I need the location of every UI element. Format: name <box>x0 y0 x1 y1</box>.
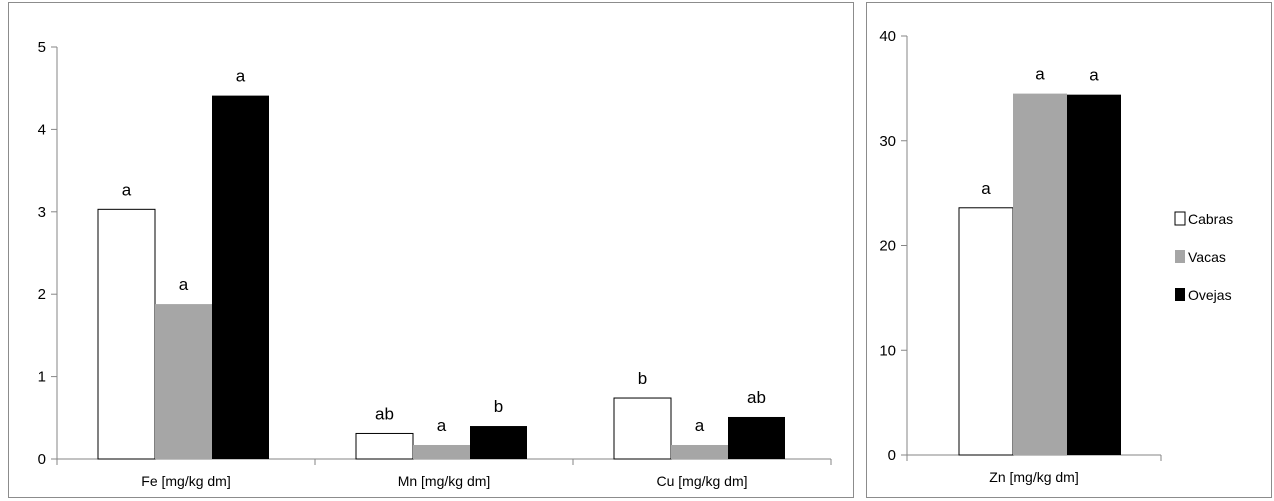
bar-label-vacas: a <box>437 416 447 435</box>
legend-label-cabras: Cabras <box>1188 211 1233 227</box>
bar-label-vacas: a <box>695 416 705 435</box>
bar-cabras <box>355 432 414 460</box>
y-tick-label: 2 <box>38 286 46 303</box>
bar-ovejas <box>1067 94 1121 455</box>
chart-panel-left: 0 1 2 3 4 5 Fe [mg/kg dm] a a a Mn [mg/kg dm] ab a b C… <box>8 2 854 498</box>
y-tick-label: 5 <box>38 39 46 56</box>
legend-swatch-cabras <box>1174 211 1186 226</box>
legend-label-ovejas: Ovejas <box>1188 287 1232 303</box>
bar-ovejas <box>728 416 785 459</box>
bar-label-cabras: b <box>638 369 647 388</box>
bar-vacas <box>1013 93 1067 456</box>
y-tick-label: 3 <box>38 204 46 221</box>
bar-vacas <box>413 444 470 459</box>
y-tick-label: 40 <box>879 28 896 45</box>
x-tick-label: Mn [mg/kg dm] <box>398 473 491 489</box>
bar-cabras <box>97 208 156 460</box>
x-tick-label: Zn [mg/kg dm] <box>989 469 1078 485</box>
bar-label-vacas: a <box>179 275 189 294</box>
chart-panel-right: 0 10 20 30 40 Zn [mg/kg dm] a a a Cabras Vacas Ovej… <box>866 2 1272 498</box>
bar-ovejas <box>212 95 269 459</box>
bar-cabras <box>613 397 672 460</box>
legend-label-vacas: Vacas <box>1188 249 1226 265</box>
legend-swatch-vacas <box>1175 250 1185 263</box>
legend-swatch-ovejas <box>1175 288 1185 301</box>
chart-right: 0 10 20 30 40 Zn [mg/kg dm] a a a Cabras Vacas Ovej… <box>879 28 1233 485</box>
y-tick-label: 30 <box>879 133 896 150</box>
bar-label-cabras: a <box>981 179 991 198</box>
bar-label-ovejas: a <box>1089 66 1099 85</box>
bar-vacas <box>671 444 728 459</box>
bar-label-vacas: a <box>1035 65 1045 84</box>
bar-vacas <box>155 304 212 459</box>
bar-label-cabras: ab <box>375 404 394 423</box>
x-tick-label: Fe [mg/kg dm] <box>141 473 230 489</box>
bar-label-ovejas: ab <box>747 388 766 407</box>
bar-ovejas <box>470 426 527 459</box>
bar-label-ovejas: a <box>236 67 246 86</box>
y-tick-label: 0 <box>888 447 896 464</box>
y-tick-label: 4 <box>38 121 46 138</box>
y-tick-label: 10 <box>879 342 896 359</box>
y-tick-label: 0 <box>38 451 46 468</box>
x-tick-label: Cu [mg/kg dm] <box>656 473 747 489</box>
y-tick-label: 1 <box>38 369 46 386</box>
bar-label-cabras: a <box>122 180 132 199</box>
bar-cabras <box>958 207 1014 456</box>
y-tick-label: 20 <box>879 238 896 255</box>
bar-label-ovejas: b <box>494 397 503 416</box>
